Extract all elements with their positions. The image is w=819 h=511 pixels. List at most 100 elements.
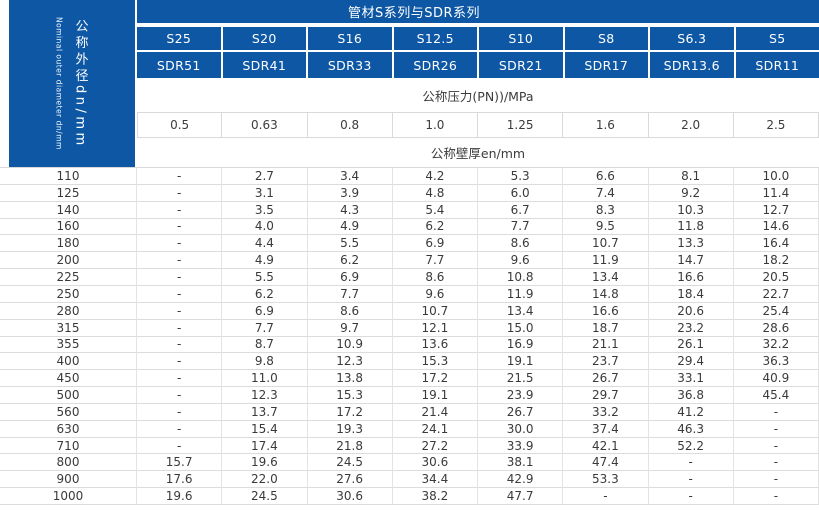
wall-thickness-cell: 24.1	[392, 420, 478, 438]
wall-thickness-cell: 8.6	[307, 302, 393, 320]
pn-value-cell: 2.5	[733, 112, 819, 138]
wall-thickness-cell: 15.4	[222, 420, 308, 438]
wall-thickness-cell: 26.1	[648, 336, 734, 354]
wall-thickness-cell: 23.7	[563, 353, 649, 371]
wall-thickness-cell: 30.6	[392, 454, 478, 472]
wall-thickness-cell: -	[137, 184, 223, 202]
wall-thickness-cell: -	[137, 201, 223, 219]
wall-thickness-cell: 41.2	[648, 403, 734, 421]
wall-thickness-cell: 34.4	[392, 471, 478, 489]
wall-thickness-cell: -	[648, 471, 734, 489]
wall-thickness-cell: 4.9	[307, 218, 393, 236]
wall-thickness-cell: 46.3	[648, 420, 734, 438]
wall-thickness-cell: -	[733, 454, 819, 472]
wall-thickness-cell: 45.4	[733, 387, 819, 404]
wall-thickness-cell: 13.6	[392, 336, 478, 354]
wall-thickness-cell: 15.0	[478, 319, 564, 337]
wall-thickness-cell: -	[733, 471, 819, 489]
wall-thickness-cell: 40.9	[733, 370, 819, 388]
wall-thickness-cell: 17.2	[307, 403, 393, 421]
wall-thickness-cell: 5.4	[392, 201, 478, 219]
wall-thickness-cell: 24.5	[307, 454, 393, 472]
wall-thickness-cell: 17.6	[137, 471, 223, 489]
wall-thickness-cell: 6.6	[563, 168, 649, 185]
wall-thickness-cell: 4.8	[392, 184, 478, 202]
wall-thickness-cell: -	[563, 488, 649, 505]
wall-thickness-cell: 11.4	[733, 184, 819, 202]
wall-thickness-cell: 24.5	[222, 488, 308, 505]
wall-thickness-cell: 17.4	[222, 437, 308, 455]
wall-thickness-cell: 9.2	[648, 184, 734, 202]
wall-thickness-cell: 27.6	[307, 471, 393, 489]
wall-thickness-cell: 8.7	[222, 336, 308, 354]
wall-thickness-cell: 19.6	[222, 454, 308, 472]
dn-cell: 180	[0, 235, 137, 253]
dn-cell: 280	[0, 302, 137, 320]
pn-value-cell: 1.25	[478, 112, 564, 138]
wall-thickness-cell: 7.4	[563, 184, 649, 202]
wall-thickness-cell: -	[137, 218, 223, 236]
pn-value-cell: 0.5	[137, 112, 223, 138]
wall-thickness-cell: 12.7	[733, 201, 819, 219]
wall-thickness-cell: 29.4	[648, 353, 734, 371]
wall-thickness-cell: 16.4	[733, 235, 819, 253]
sdr-series-header-cell: SDR33	[308, 52, 392, 78]
wall-thickness-cell: 18.7	[563, 319, 649, 337]
wall-thickness-cell: 11.9	[478, 285, 564, 303]
wall-thickness-cell: 33.1	[648, 370, 734, 388]
pn-value-cell: 0.63	[222, 112, 308, 138]
wall-thickness-cell: -	[137, 285, 223, 303]
wall-thickness-cell: 4.0	[222, 218, 308, 236]
wall-thickness-cell: -	[137, 353, 223, 371]
wall-thickness-cell: 15.7	[137, 454, 223, 472]
wall-thickness-cell: -	[733, 437, 819, 455]
dn-cell: 160	[0, 218, 137, 236]
wall-thickness-cell: 5.5	[222, 269, 308, 286]
wall-thickness-cell: 26.7	[563, 370, 649, 388]
wall-thickness-cell: 21.4	[392, 403, 478, 421]
wall-thickness-cell: 11.0	[222, 370, 308, 388]
wall-thickness-cell: -	[137, 420, 223, 438]
s-series-header-cell: S6.3	[650, 27, 734, 50]
dn-cell: 900	[0, 471, 137, 489]
wall-thickness-cell: 7.7	[392, 252, 478, 270]
wall-thickness-cell: 3.1	[222, 184, 308, 202]
table-title: 管材S系列与SDR系列	[137, 0, 819, 23]
wall-thickness-cell: 4.3	[307, 201, 393, 219]
wall-thickness-cell: 33.2	[563, 403, 649, 421]
dn-cell: 355	[0, 336, 137, 354]
wall-thickness-cell: 42.9	[478, 471, 564, 489]
dn-cell: 225	[0, 269, 137, 286]
wall-thickness-cell: 17.2	[392, 370, 478, 388]
wall-thickness-cell: 26.7	[478, 403, 564, 421]
wall-thickness-cell: -	[137, 370, 223, 388]
wall-thickness-cell: 13.7	[222, 403, 308, 421]
table-body: 110-2.7 3.4 4.2 5.3 6.6 8.1 10.0 125-3.1 3.9 4.8 6…	[0, 167, 819, 505]
s-series-header-cell: S20	[222, 27, 306, 50]
wall-thickness-cell: 8.6	[392, 269, 478, 286]
dn-cell: 140	[0, 201, 137, 219]
wall-thickness-cell: 11.8	[648, 218, 734, 236]
sdr-series-header-cell: SDR51	[137, 52, 221, 78]
wall-thickness-cell: 16.9	[478, 336, 564, 354]
wall-thickness-cell: 25.4	[733, 302, 819, 320]
sdr-series-header-cell: SDR21	[479, 52, 563, 78]
corner-title-zh: 公称外径dn/mm	[72, 18, 88, 149]
pn-value-cell: 2.0	[648, 112, 734, 138]
table-header: 管材S系列与SDR系列 S25 S20 S16 S12.5 S10 S8 S6.3 S5 SD…	[137, 0, 819, 167]
wall-thickness-cell: 12.3	[222, 387, 308, 404]
wall-thickness-cell: 19.1	[392, 387, 478, 404]
wall-thickness-cell: 3.5	[222, 201, 308, 219]
wall-thickness-cell: -	[137, 235, 223, 253]
sdr-series-header-cell: SDR41	[222, 52, 306, 78]
wall-thickness-cell: 6.9	[307, 269, 393, 286]
wall-thickness-cell: -	[648, 454, 734, 472]
wall-thickness-cell: 23.9	[478, 387, 564, 404]
wall-thickness-cell: 15.3	[307, 387, 393, 404]
wall-thickness-cell: 18.4	[648, 285, 734, 303]
pn-value-cell: 1.0	[392, 112, 478, 138]
wall-thickness-cell: 13.8	[307, 370, 393, 388]
wall-thickness-cell: 6.0	[478, 184, 564, 202]
pressure-label: 公称压力(PN))/MPa	[137, 78, 819, 112]
wall-thickness-cell: 9.5	[563, 218, 649, 236]
